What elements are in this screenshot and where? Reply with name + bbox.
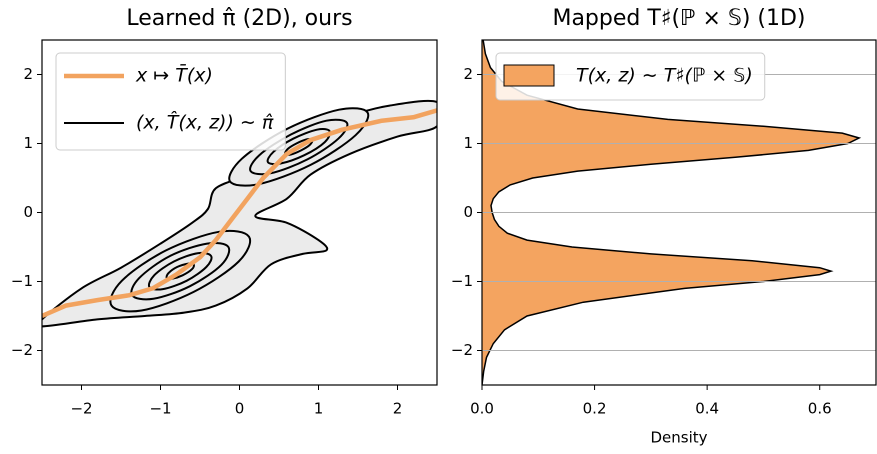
axes-frame	[481, 39, 877, 386]
x-tick-label: 2	[393, 400, 403, 418]
axes-frame	[41, 39, 438, 386]
x-axis-label: Density	[650, 429, 707, 447]
y-tick-label: 0	[23, 203, 33, 221]
x-tick-label: 0.4	[695, 400, 719, 418]
y-tick-label: 1	[463, 134, 473, 152]
mean-map-line	[42, 108, 437, 319]
x-tick-label: 0.0	[470, 400, 494, 418]
x-tick-label: 0	[235, 400, 245, 418]
legend-box	[495, 52, 766, 101]
x-tick-label: −1	[149, 400, 171, 418]
x-tick-label: 1	[314, 400, 324, 418]
legend: x ↦ T̄(x) (x, T̂(x, z)) ∼ π̂	[55, 52, 286, 151]
y-tick-label: −2	[11, 341, 33, 359]
legend: T(x, z) ∼ T♯(ℙ × 𝕊)	[495, 52, 766, 101]
y-tick-label: −2	[451, 341, 473, 359]
legend-swatch	[503, 64, 555, 87]
legend-label: x ↦ T̄(x)	[135, 62, 213, 86]
plot-area	[482, 40, 862, 385]
density-curve	[482, 40, 862, 385]
legend-label: (x, T̂(x, z)) ∼ π̂	[136, 111, 274, 133]
x-tick-label: 0.6	[808, 400, 832, 418]
y-tick-label: 2	[23, 65, 33, 83]
chart-title: Learned π̂ (2D), ours	[126, 6, 352, 31]
y-tick-label: 0	[463, 203, 473, 221]
y-tick-label: −1	[451, 272, 473, 290]
chart-title: Mapped T♯(ℙ × 𝕊) (1D)	[552, 6, 805, 31]
y-tick-label: 2	[463, 65, 473, 83]
y-tick-label: 1	[23, 134, 33, 152]
legend-label: T(x, z) ∼ T♯(ℙ × 𝕊)	[576, 65, 753, 87]
x-tick-label: −2	[70, 400, 92, 418]
y-tick-label: −1	[11, 272, 33, 290]
x-tick-label: 0.2	[583, 400, 607, 418]
density-area	[482, 40, 860, 385]
plot-area	[42, 99, 437, 328]
